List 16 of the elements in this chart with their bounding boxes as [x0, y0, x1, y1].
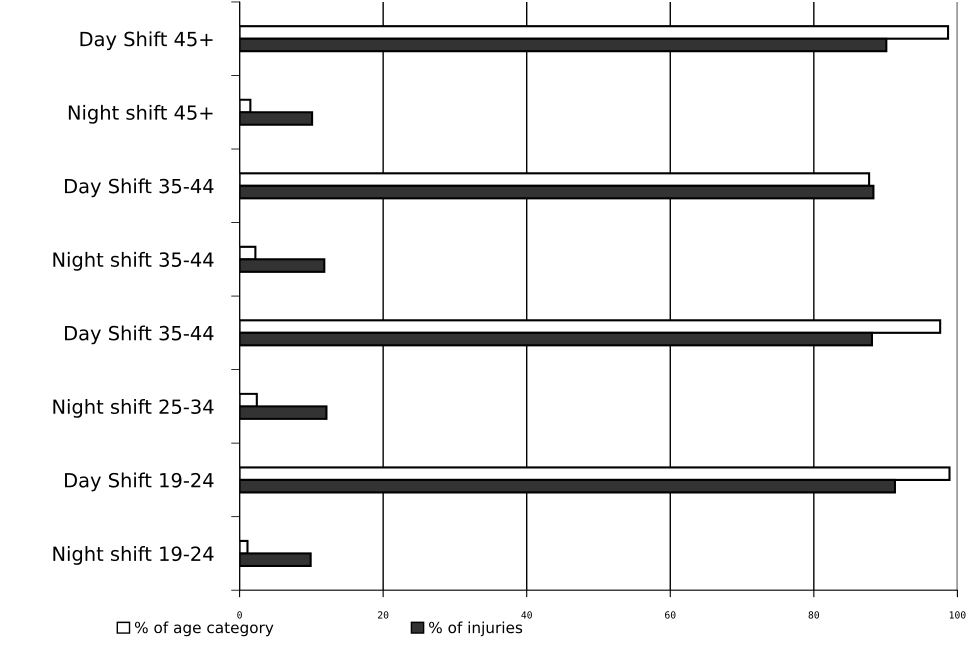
- x-tick-label: 80: [808, 611, 820, 619]
- x-tick-label: 0: [237, 611, 242, 619]
- y-tick-label: Day Shift 35-44: [65, 325, 214, 344]
- x-tick-label: 100: [950, 611, 966, 619]
- y-tick-label: Day Shift 45+: [80, 31, 213, 50]
- x-tick-label: 60: [665, 611, 676, 619]
- x-tick-label: 40: [521, 611, 532, 619]
- x-tick-label: 20: [378, 611, 388, 619]
- y-tick-label: Night shift 19-24: [53, 546, 214, 565]
- y-tick-label: Day Shift 19-24: [65, 472, 214, 492]
- y-tick-label: Night shift 45+: [68, 104, 213, 124]
- y-tick-label: Night shift 35-44: [53, 252, 214, 271]
- y-tick-label: Day Shift 35-44: [65, 178, 214, 198]
- legend-label: % of injuries: [429, 621, 522, 636]
- legend-label: % of age category: [134, 621, 274, 636]
- y-tick-label: Night shift 25-34: [53, 398, 214, 418]
